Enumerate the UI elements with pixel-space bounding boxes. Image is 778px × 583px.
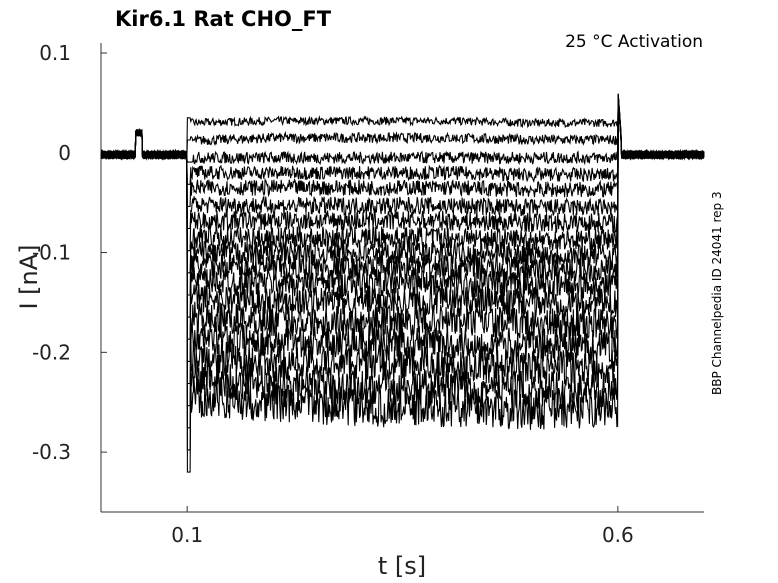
x-tick-label: 0.6 <box>602 523 634 547</box>
current-trace-14 <box>100 98 705 407</box>
y-tick-label: -0.1 <box>32 241 71 265</box>
current-trace-5 <box>100 99 705 207</box>
current-trace-11 <box>100 102 705 340</box>
y-tick-label: 0 <box>58 141 71 165</box>
y-tick-label: 0.1 <box>39 41 71 65</box>
current-trace-1 <box>100 102 705 161</box>
chart-title: Kir6.1 Rat CHO_FT <box>115 7 332 31</box>
x-axis-label: t [s] <box>378 552 426 580</box>
y-tick-label: -0.2 <box>32 340 71 364</box>
current-trace-6 <box>100 95 705 230</box>
y-axis-label: I [nA] <box>15 244 43 309</box>
current-trace-9 <box>100 98 705 296</box>
current-trace-12 <box>100 101 705 362</box>
y-tick-label: -0.3 <box>32 440 71 464</box>
current-trace-7 <box>100 93 705 252</box>
current-trace-4 <box>100 102 705 185</box>
current-trace-13 <box>100 94 705 385</box>
x-tick-label: 0.1 <box>171 523 203 547</box>
tick-labels: 0.1 0 -0.1 -0.2 -0.3 0.1 0.6 <box>32 41 634 547</box>
condition-annotation: 25 °C Activation <box>565 32 703 52</box>
current-traces <box>100 93 705 473</box>
current-trace-17 <box>100 95 705 473</box>
source-side-label: BBP Channelpedia ID 24041 rep 3 <box>710 191 724 395</box>
axes <box>100 43 704 513</box>
current-trace-16 <box>100 94 705 451</box>
current-trace-8 <box>100 101 705 274</box>
current-trace-2 <box>100 97 704 161</box>
current-trace-3 <box>100 96 705 166</box>
